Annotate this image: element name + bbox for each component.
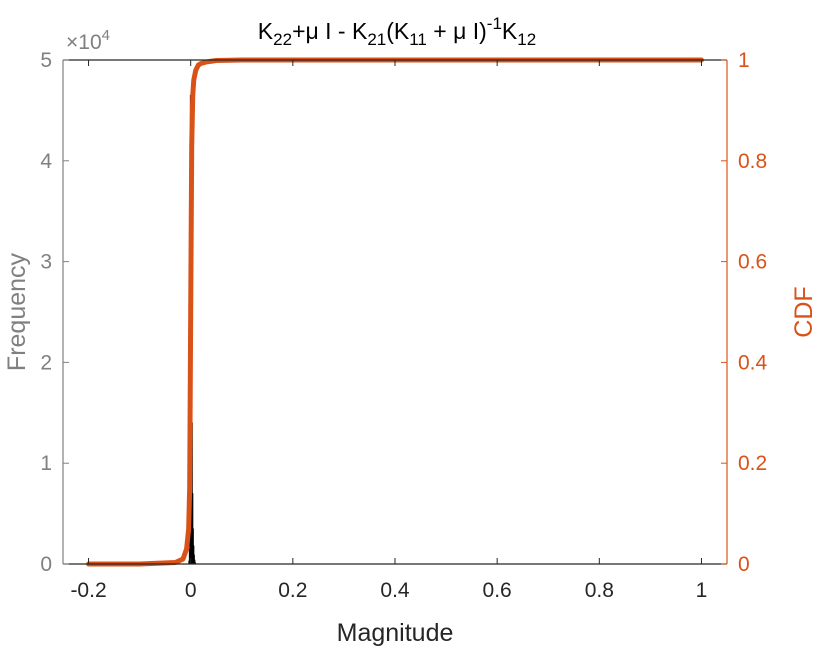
right-axis-label: CDF [790, 286, 818, 337]
left-tick-label: 3 [40, 251, 52, 274]
ticks: -0.2 0 0.2 0.4 0.6 0.8 1 0 1 2 3 4 5 0 0.2 0.4 0.6 0.8 1 [40, 49, 767, 602]
left-axis-label: Frequency [3, 252, 31, 371]
right-tick-label: 1 [738, 49, 750, 72]
right-tick-label: 0.6 [738, 251, 767, 274]
left-tick-label: 1 [40, 452, 52, 475]
x-tick-label: 0.2 [278, 579, 307, 602]
right-tick-label: 0.2 [738, 452, 767, 475]
left-exponent: ×104 [66, 27, 110, 54]
x-tick-label: 0.8 [585, 579, 614, 602]
left-tick-label: 4 [40, 150, 52, 173]
plot-area [63, 60, 727, 564]
x-axis-label: Magnitude [337, 619, 454, 647]
right-tick-label: 0 [738, 553, 750, 576]
x-tick-label: 1 [696, 579, 708, 602]
right-tick-label: 0.8 [738, 150, 767, 173]
left-tick-label: 2 [40, 351, 52, 374]
x-tick-label: 0 [185, 579, 197, 602]
chart-title: K22+μ I - K21(K11 + μ I)-1K12 [258, 14, 536, 49]
x-tick-label: 0.6 [483, 579, 512, 602]
left-tick-label: 0 [40, 553, 52, 576]
x-tick-label: 0.4 [380, 579, 410, 602]
right-tick-label: 0.4 [738, 351, 768, 374]
x-tick-label: -0.2 [70, 579, 106, 602]
left-tick-label: 5 [40, 49, 52, 72]
